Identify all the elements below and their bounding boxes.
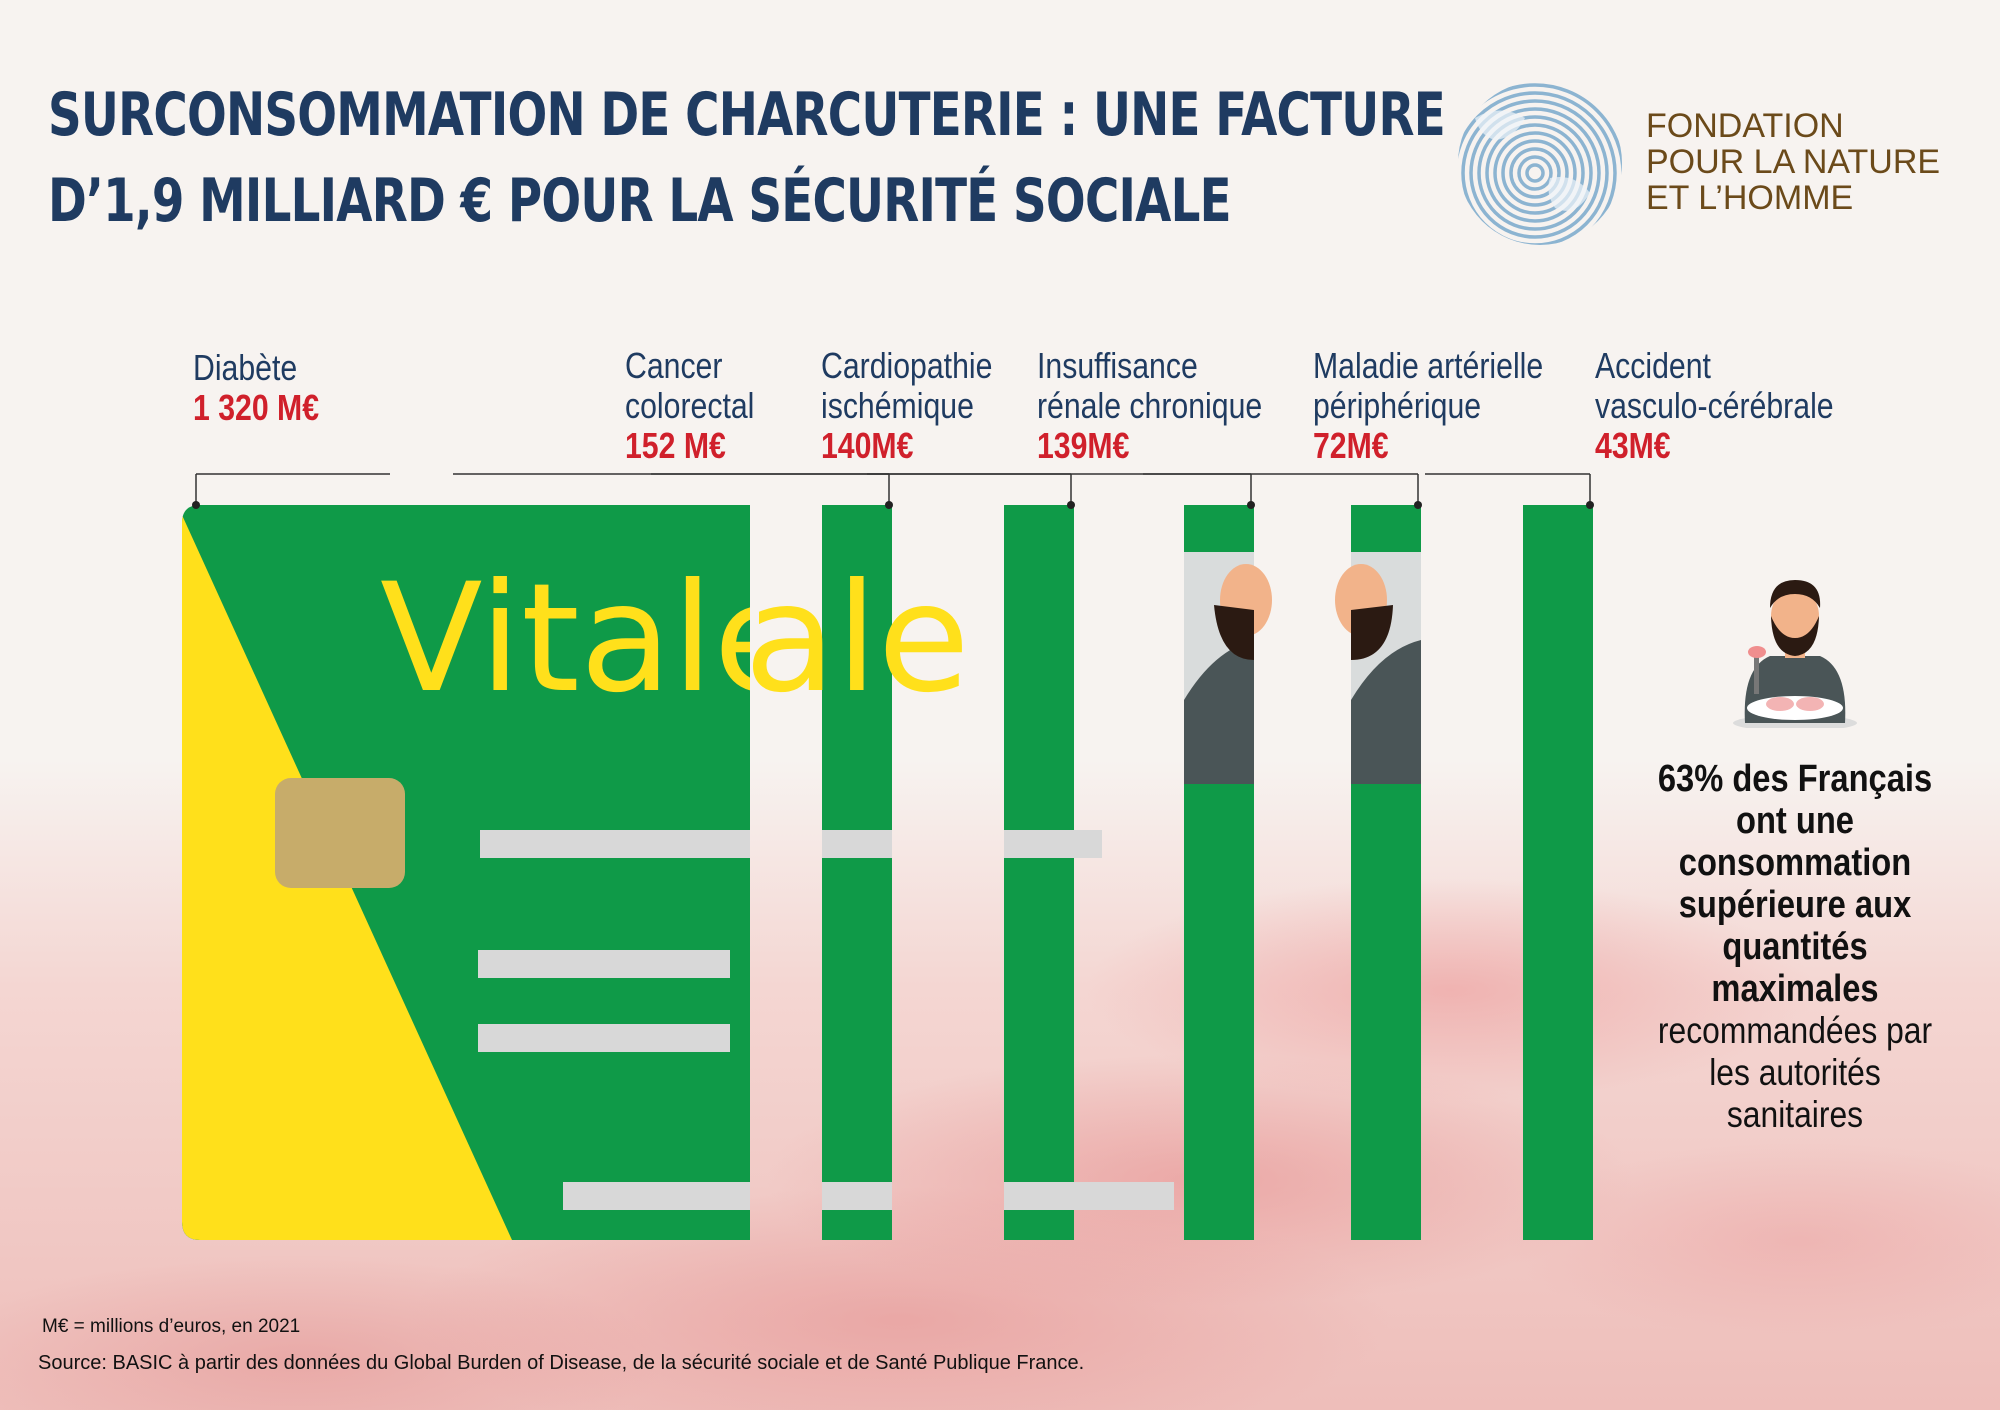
connector-2 <box>651 473 1075 509</box>
bar-5 <box>1523 505 1593 1240</box>
value-label-2: 140M€ <box>821 427 913 467</box>
card-line <box>1004 830 1102 858</box>
title-line-2: D’1,9 MILLIARD € POUR LA SÉCURITÉ SOCIAL… <box>48 166 1232 236</box>
card-line <box>563 1182 750 1210</box>
card-word-vitale: Vitale <box>380 552 806 726</box>
category-text: Cancer <box>625 347 722 387</box>
category-text: Cardiopathie <box>821 347 992 387</box>
card-line <box>478 1024 730 1052</box>
man-shirt-icon <box>1184 640 1254 784</box>
category-text: vasculo-cérébrale <box>1595 387 1834 427</box>
value-label-5: 43M€ <box>1595 427 1671 467</box>
logo-line-2: POUR LA NATURE <box>1646 143 1941 181</box>
source-note: Source: BASIC à partir des données du Gl… <box>38 1352 1085 1374</box>
logo-wordmark: FONDATION POUR LA NATURE ET L’HOMME <box>1646 108 1940 216</box>
connector-3 <box>867 473 1255 509</box>
man-beard-icon <box>1214 605 1254 660</box>
card-line <box>822 1182 892 1210</box>
value-label-4: 72M€ <box>1313 427 1389 467</box>
category-text: Diabète <box>193 349 297 389</box>
connector-0 <box>192 473 390 509</box>
value-label-0: 1 320 M€ <box>193 389 319 429</box>
man-beard-icon <box>1351 605 1393 660</box>
man-shirt-icon <box>1351 640 1421 784</box>
card-line <box>480 830 750 858</box>
fact-rest-text: recommandées par les autorités sanitaire… <box>1657 1010 1933 1135</box>
connector-5 <box>1425 473 1594 509</box>
card-line <box>478 950 730 978</box>
logo-line-1: FONDATION <box>1646 107 1844 145</box>
value-label-1: 152 M€ <box>625 427 726 467</box>
category-text: ischémique <box>821 387 974 427</box>
category-text: Maladie artérielle <box>1313 347 1543 387</box>
card-line <box>822 830 892 858</box>
consumption-fact: 63% des Français ont une consommation su… <box>1620 580 1970 1136</box>
bar-diabete: Vitale <box>182 505 806 1240</box>
fingerprint-globe-logo-icon <box>1458 81 1622 245</box>
connector-4 <box>1143 473 1422 509</box>
connector-1 <box>453 473 893 509</box>
category-text: périphérique <box>1313 387 1481 427</box>
bar-1 <box>822 505 892 1240</box>
card-chip-icon <box>275 778 405 888</box>
category-text: Insuffisance <box>1037 347 1198 387</box>
units-note: M€ = millions d’euros, en 2021 <box>42 1316 301 1337</box>
category-text: colorectal <box>625 387 754 427</box>
fact-strong-text: 63% des Français ont une consommation su… <box>1657 758 1933 1010</box>
category-text: Accident <box>1595 347 1711 387</box>
bar-2 <box>1004 505 1074 1240</box>
card-word-fragment: ale <box>744 552 970 726</box>
man-eating-ham-icon <box>1733 580 1857 728</box>
category-text: rénale chronique <box>1037 387 1262 427</box>
card-line <box>1004 1182 1174 1210</box>
logo-line-3: ET L’HOMME <box>1646 179 1854 217</box>
value-label-3: 139M€ <box>1037 427 1129 467</box>
